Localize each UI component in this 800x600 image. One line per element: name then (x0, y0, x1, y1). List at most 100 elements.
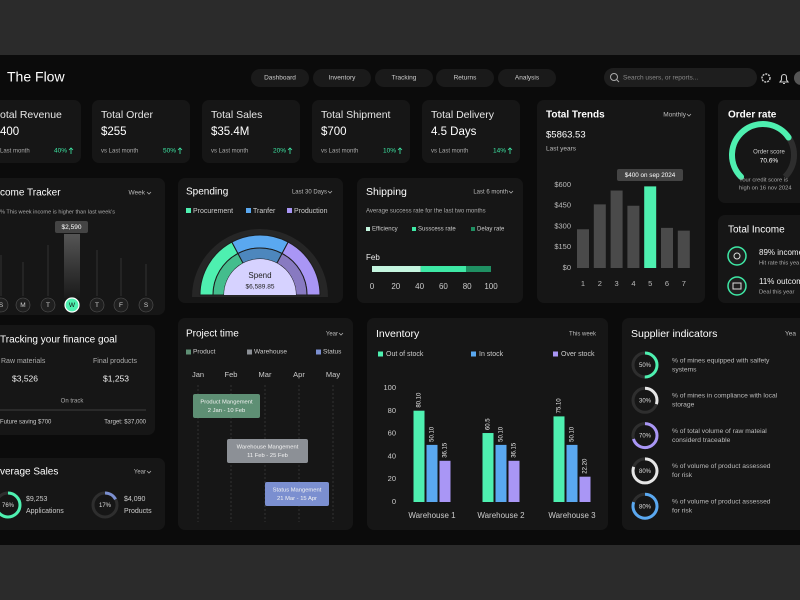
y-tick-label: $600 (554, 180, 571, 189)
goal-saving: Future saving $700 (0, 420, 52, 426)
legend-swatch (287, 208, 292, 213)
day-label[interactable]: T (46, 302, 50, 309)
trend-arrow (68, 147, 74, 154)
legend-label: Tranfer (253, 208, 276, 215)
value-label: 36.15 (512, 442, 518, 458)
tracker-highlight (64, 234, 80, 298)
x-tick-label: 5 (648, 279, 652, 288)
day-label[interactable]: T (95, 302, 99, 309)
chevron-icon (686, 113, 692, 117)
card (0, 458, 165, 530)
app-title: The Flow (7, 69, 65, 85)
card-change: 14% (493, 148, 506, 155)
period-select: This week (569, 332, 597, 338)
day-label[interactable]: M (20, 302, 25, 309)
period-select[interactable]: Year (134, 470, 146, 476)
trend-arrow (507, 147, 513, 154)
search-box[interactable] (604, 68, 757, 87)
y-tick-label: 40 (388, 451, 396, 460)
note: Your credit score is (739, 178, 788, 184)
day-label[interactable]: S (144, 302, 149, 309)
gantt-bar[interactable] (227, 439, 308, 463)
day-label[interactable]: W (69, 302, 76, 309)
legend-label: Out of stock (386, 351, 424, 358)
day-badge[interactable] (138, 297, 154, 313)
goal-value: $1,253 (103, 373, 129, 383)
note: high on 16 nov 2024 (739, 186, 792, 192)
gauge-core (224, 259, 296, 295)
legend-swatch (553, 351, 558, 357)
day-badge[interactable] (89, 297, 105, 313)
period-select[interactable]: Last 6 month (473, 190, 508, 196)
y-tick-label: 0 (392, 497, 396, 506)
goal-label: Raw materials (1, 358, 46, 365)
x-tick-label: 2 (598, 279, 602, 288)
period-select[interactable]: Monthly (663, 112, 687, 119)
day-label[interactable]: S (0, 302, 4, 309)
income-value: 89% income (759, 248, 800, 257)
legend-label: Status (323, 349, 342, 356)
card-value: 400 (0, 126, 19, 138)
gauge-progress (729, 121, 792, 180)
nav-tab-label[interactable]: Tracking (392, 75, 417, 82)
nav-tab-label[interactable]: Dashboard (264, 75, 296, 82)
card-change: 50% (163, 148, 176, 155)
settings-icon[interactable] (761, 73, 771, 83)
month-label: Mar (259, 370, 272, 379)
income-value: 11% outcom (759, 277, 800, 286)
task-name: Product Mangement (200, 400, 253, 406)
tooltip-box (617, 169, 683, 181)
gauge-value: $6,589.85 (246, 284, 275, 291)
outcome-icon (732, 282, 742, 290)
card-value: $35.4M (211, 126, 249, 138)
avatar[interactable] (794, 71, 800, 85)
legend-label: Efficiency (372, 227, 398, 233)
gantt-bar[interactable] (265, 482, 329, 506)
nav-tab-label[interactable]: Analysis (515, 75, 540, 82)
nav-tab[interactable] (498, 69, 556, 87)
period-select[interactable]: Week (129, 190, 146, 197)
value-label: 50.10 (570, 426, 576, 442)
indicator-text: % of volume of product assessed (672, 498, 771, 505)
card-value: $255 (101, 126, 127, 138)
legend-swatch (378, 351, 383, 357)
task-dates: 2 Jan - 10 Feb (208, 408, 245, 414)
month-label: May (326, 370, 340, 379)
card-title: Total Order (101, 109, 153, 121)
trend-arrow (287, 147, 293, 154)
period-select[interactable]: Year (326, 332, 338, 338)
card-title: Total Trends (546, 110, 605, 121)
goal-target: Target: $37,000 (104, 420, 146, 426)
legend-swatch (471, 227, 475, 231)
day-label[interactable]: F (119, 302, 123, 309)
income-icon (733, 252, 741, 260)
sales-value: $9,253 (26, 496, 48, 503)
search-placeholder[interactable]: Search users, or reports... (623, 75, 698, 82)
day-badge[interactable] (64, 297, 80, 313)
period-select[interactable]: Yea (785, 331, 796, 338)
search-icon (610, 73, 618, 81)
bar-segment (420, 266, 467, 272)
day-badge[interactable] (40, 297, 56, 313)
card-change: 10% (383, 148, 396, 155)
indicator-text: for risk (672, 507, 693, 514)
nav-tab[interactable] (251, 69, 309, 87)
bar (482, 433, 494, 502)
nav-tab-label[interactable]: Returns (454, 75, 478, 82)
notification-icon[interactable] (778, 73, 790, 85)
day-badge[interactable] (15, 297, 31, 313)
card-title: Total Income (728, 225, 785, 236)
ring-label: 50% (639, 363, 652, 369)
period-select[interactable]: Last 30 Days (292, 190, 327, 196)
day-badge[interactable] (113, 297, 129, 313)
value-label: 75.10 (557, 398, 563, 414)
nav-tab[interactable] (436, 69, 494, 87)
y-tick-label: $450 (554, 201, 571, 210)
gantt-bar[interactable] (193, 394, 260, 418)
nav-tab[interactable] (375, 69, 433, 87)
nav-tab-label[interactable]: Inventory (329, 75, 356, 82)
nav-tab[interactable] (313, 69, 371, 87)
bar (439, 460, 451, 502)
bar (593, 204, 606, 268)
day-badge[interactable] (0, 297, 9, 313)
